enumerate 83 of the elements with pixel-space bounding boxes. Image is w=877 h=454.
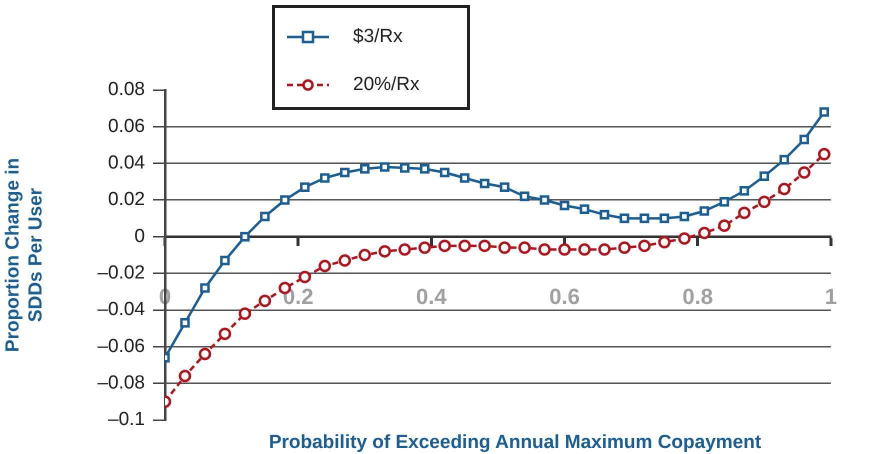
y-tick-label: 0 bbox=[134, 226, 145, 247]
point bbox=[418, 241, 431, 254]
point bbox=[380, 162, 390, 172]
x-tick-label: 1 bbox=[824, 284, 838, 309]
legend-label: $3/Rx bbox=[353, 26, 403, 48]
point bbox=[638, 240, 651, 252]
x-tick-label: 0.6 bbox=[549, 284, 580, 309]
point bbox=[460, 173, 470, 183]
legend-label: 20%/Rx bbox=[353, 74, 420, 96]
y-tick-label: –0.06 bbox=[97, 336, 145, 357]
point bbox=[498, 241, 511, 254]
point bbox=[340, 168, 350, 178]
point bbox=[779, 154, 790, 164]
point bbox=[778, 182, 791, 196]
point bbox=[618, 241, 631, 254]
y-tick-label: 0.08 bbox=[108, 79, 145, 100]
point bbox=[718, 219, 731, 232]
y-tick-label: –0.1 bbox=[108, 409, 145, 430]
point bbox=[760, 171, 770, 181]
point bbox=[298, 270, 312, 284]
point bbox=[318, 260, 332, 272]
point bbox=[220, 256, 230, 266]
point bbox=[558, 243, 571, 256]
point bbox=[758, 196, 771, 208]
point bbox=[240, 232, 250, 242]
point bbox=[478, 240, 491, 252]
point bbox=[258, 294, 272, 308]
point bbox=[300, 182, 310, 192]
point bbox=[818, 148, 830, 160]
point bbox=[698, 226, 711, 240]
point bbox=[398, 243, 411, 256]
point bbox=[600, 210, 610, 220]
point bbox=[598, 243, 611, 256]
point bbox=[660, 214, 670, 224]
y-tick-label: –0.04 bbox=[97, 299, 146, 320]
point bbox=[458, 240, 471, 252]
point bbox=[360, 164, 370, 174]
point bbox=[198, 348, 212, 360]
y-tick-label: 0.04 bbox=[108, 152, 146, 174]
point bbox=[680, 212, 690, 222]
point bbox=[538, 243, 551, 256]
point bbox=[378, 245, 391, 258]
point bbox=[180, 318, 190, 328]
point bbox=[358, 248, 372, 262]
point bbox=[798, 166, 810, 179]
point bbox=[560, 200, 570, 210]
y-tick-label: –0.02 bbox=[97, 262, 145, 284]
point bbox=[720, 197, 730, 207]
y-tick-label: –0.08 bbox=[97, 372, 145, 394]
x-tick-label: 0.4 bbox=[416, 284, 448, 309]
point bbox=[740, 186, 750, 196]
point bbox=[320, 173, 330, 183]
point bbox=[238, 307, 252, 320]
point bbox=[520, 192, 530, 202]
point bbox=[218, 328, 232, 340]
point bbox=[540, 195, 550, 205]
point bbox=[260, 212, 270, 222]
point bbox=[678, 232, 691, 245]
point bbox=[819, 107, 830, 117]
point bbox=[338, 254, 352, 267]
point bbox=[658, 236, 671, 248]
y-tick-label: 0.02 bbox=[108, 189, 145, 210]
point bbox=[200, 283, 210, 293]
point bbox=[400, 163, 410, 173]
point bbox=[799, 134, 810, 144]
point bbox=[280, 195, 290, 205]
point bbox=[738, 206, 751, 220]
point bbox=[640, 214, 650, 224]
y-axis-title: Proportion Change in SDDs Per User bbox=[2, 158, 46, 352]
y-tick-label: 0.06 bbox=[108, 116, 145, 137]
point bbox=[518, 241, 531, 254]
point bbox=[440, 168, 450, 178]
point bbox=[178, 370, 192, 382]
point bbox=[500, 182, 510, 192]
point bbox=[480, 178, 490, 188]
x-axis-title: Probability of Exceeding Annual Maximum Copayment bbox=[268, 432, 762, 454]
point bbox=[438, 240, 451, 252]
point bbox=[578, 243, 591, 256]
point bbox=[620, 214, 630, 224]
x-tick-label: 0.8 bbox=[682, 284, 714, 309]
point bbox=[700, 206, 710, 216]
point bbox=[580, 204, 590, 214]
point bbox=[420, 164, 430, 174]
